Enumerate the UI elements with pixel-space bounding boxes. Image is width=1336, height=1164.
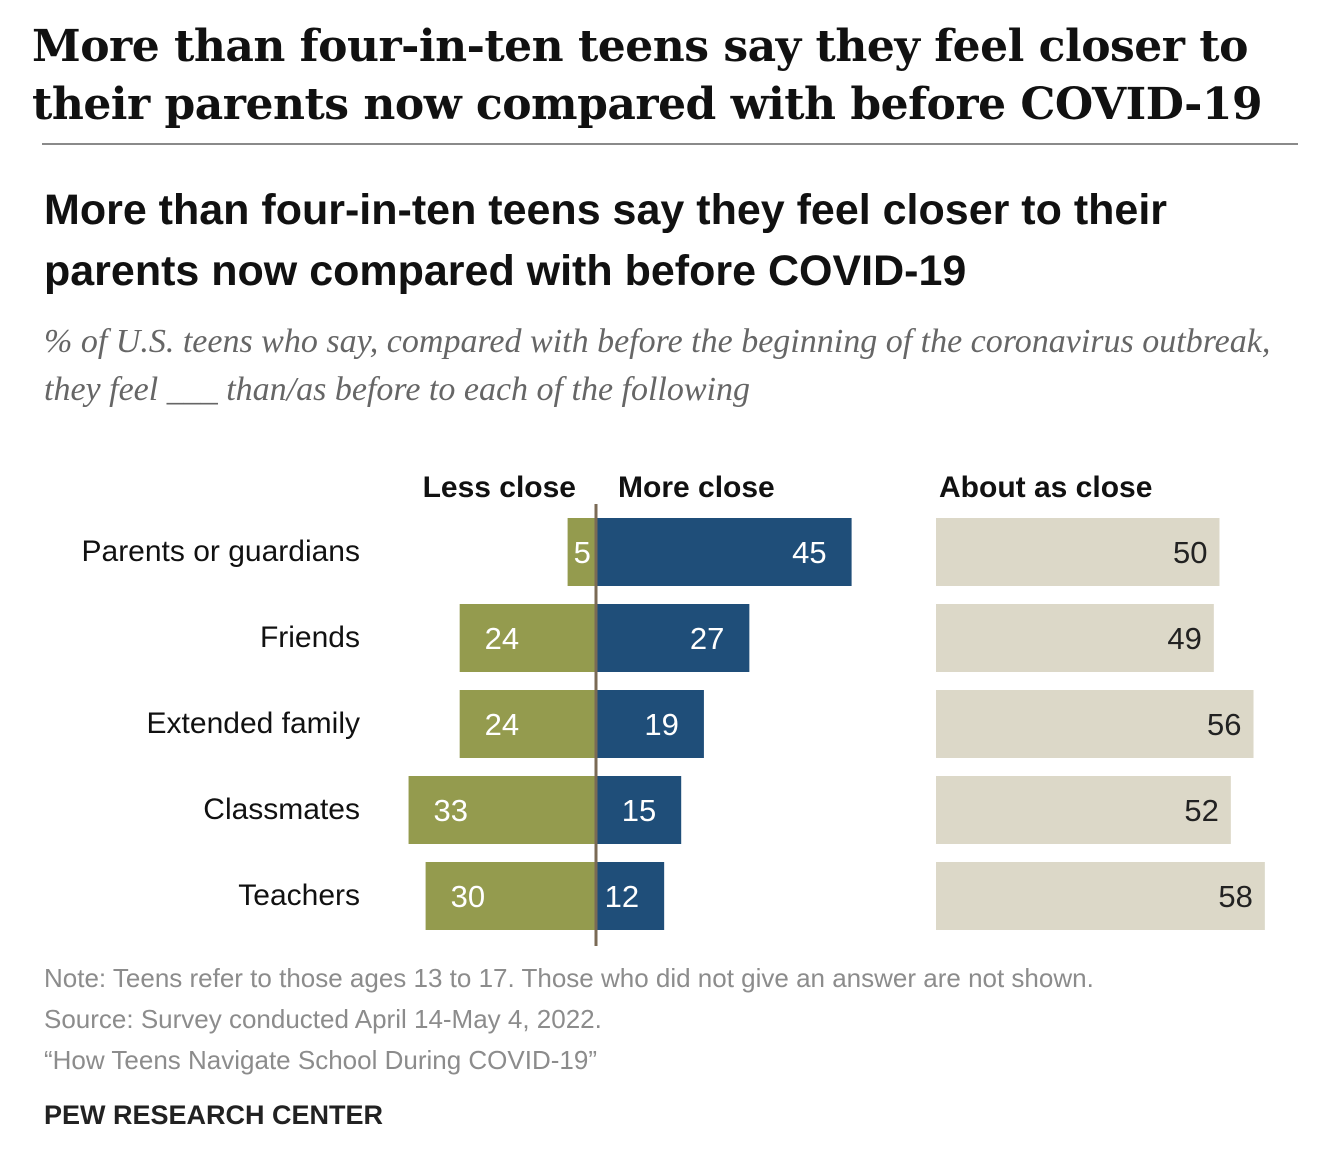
category-label: Extended family: [147, 707, 360, 740]
value-label-more-close: 15: [622, 793, 656, 828]
value-label-more-close: 12: [605, 879, 639, 914]
value-label-about-as-close: 56: [1207, 707, 1241, 742]
bar-more-close: [596, 690, 704, 758]
value-label-about-as-close: 52: [1184, 793, 1218, 828]
value-label-about-as-close: 49: [1167, 621, 1201, 656]
value-label-less-close: 24: [485, 621, 519, 656]
value-label-more-close: 27: [690, 621, 724, 656]
bar-less-close: [425, 862, 596, 930]
bar-about-as-close: [936, 604, 1214, 672]
value-label-less-close: 33: [434, 793, 468, 828]
bar-less-close: [459, 690, 596, 758]
value-label-less-close: 30: [451, 879, 485, 914]
bar-more-close: [596, 518, 852, 586]
value-label-about-as-close: 50: [1173, 535, 1207, 570]
bar-less-close: [408, 776, 596, 844]
note-text: Note: Teens refer to those ages 13 to 17…: [44, 963, 1094, 993]
value-label-more-close: 45: [792, 535, 826, 570]
legend-layer: Less close More close About as close: [423, 471, 1153, 504]
notes: Note: Teens refer to those ages 13 to 17…: [44, 958, 1314, 1081]
headline-divider: [42, 143, 1298, 145]
bar-less-close: [459, 604, 596, 672]
value-label-less-close: 5: [574, 535, 591, 570]
legend-more-close: More close: [618, 471, 775, 504]
category-label: Parents or guardians: [82, 535, 361, 568]
value-label-about-as-close: 58: [1218, 879, 1252, 914]
bar-about-as-close: [936, 776, 1231, 844]
bar-less-close: [567, 518, 596, 586]
bar-about-as-close: [936, 690, 1254, 758]
legend-about-as-close: About as close: [939, 471, 1152, 504]
labels-layer: Parents or guardians 5 45 50 Friends 24 27 49 Ex…: [82, 535, 1253, 914]
category-label: Teachers: [238, 879, 360, 912]
category-label: Classmates: [203, 793, 360, 826]
chart-subtitle: % of U.S. teens who say, compared with b…: [44, 323, 1271, 408]
page-headline: More than four-in-ten teens say they fee…: [32, 21, 1263, 130]
bar-about-as-close: [936, 862, 1265, 930]
bar-more-close: [596, 862, 665, 930]
bars-layer: [408, 518, 1265, 930]
value-label-more-close: 19: [644, 707, 678, 742]
brand-logo-text: PEW RESEARCH CENTER: [44, 1100, 384, 1130]
source-text: Source: Survey conducted April 14-May 4,…: [44, 1004, 602, 1034]
legend-less-close: Less close: [423, 471, 576, 504]
value-label-less-close: 24: [485, 707, 519, 742]
category-label: Friends: [260, 621, 360, 654]
bar-more-close: [596, 776, 682, 844]
bar-more-close: [596, 604, 750, 672]
bar-about-as-close: [936, 518, 1220, 586]
report-title: “How Teens Navigate School During COVID-…: [44, 1045, 597, 1075]
chart-title: More than four-in-ten teens say they fee…: [44, 186, 1167, 295]
